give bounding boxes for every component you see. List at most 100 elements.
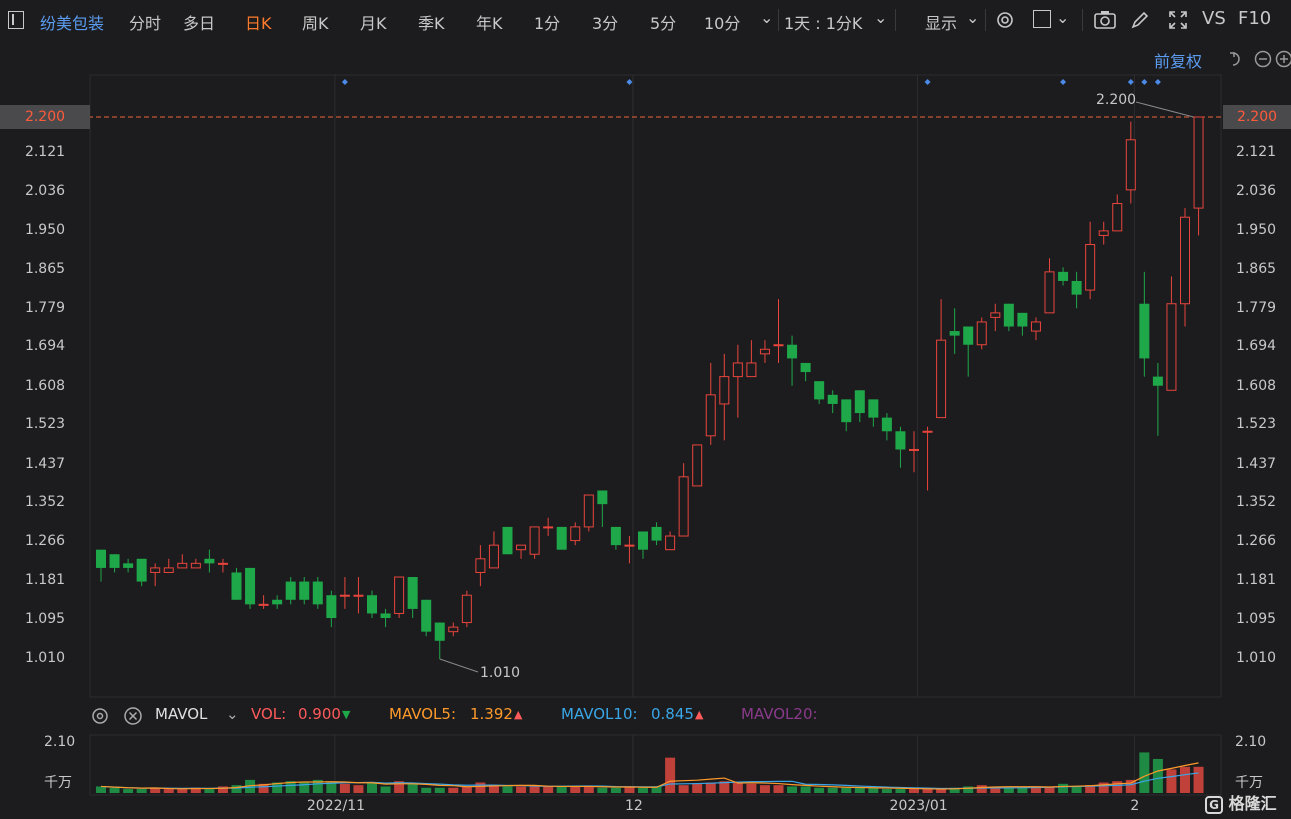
volume-bar [123, 789, 134, 793]
volume-bar [109, 787, 120, 793]
price-tick-label: 1.865 [24, 260, 66, 277]
tab-intraday[interactable]: 分时 [129, 14, 162, 33]
display-menu[interactable]: 显示 [925, 14, 958, 33]
more-periods-chevron-icon[interactable]: ⌄ [760, 8, 774, 27]
volume-bar [787, 786, 798, 793]
vs-compare-button[interactable]: VS [1202, 8, 1226, 29]
candle-body [407, 577, 418, 609]
volume-bar [163, 789, 174, 793]
candle-body [136, 558, 147, 582]
indicator-settings-gear-icon[interactable] [90, 706, 110, 726]
volume-bar [705, 782, 716, 793]
event-marker-icon [1127, 79, 1134, 85]
tab-daily-k[interactable]: 日K [245, 14, 272, 33]
price-tick-label: 1.523 [24, 416, 66, 433]
interval-chevron-icon[interactable]: ⌄ [874, 8, 888, 27]
volume-bar [299, 782, 310, 793]
volume-bar [217, 786, 228, 793]
volume-bar [556, 786, 567, 793]
tab-quarterly-k[interactable]: 季K [418, 14, 445, 33]
toolbar-divider [985, 9, 986, 31]
volume-bar [380, 786, 391, 793]
tab-1min[interactable]: 1分 [534, 14, 561, 33]
candle-body [990, 312, 1001, 318]
tab-yearly-k[interactable]: 年K [476, 14, 503, 33]
mavol5-label: MAVOL5: [389, 705, 457, 723]
volume-bar [922, 789, 933, 793]
price-tick-label: 1.266 [1235, 533, 1277, 550]
volume-bar [678, 785, 689, 793]
price-tick-label: 1.608 [24, 377, 66, 394]
candle-body [1193, 116, 1204, 209]
pencil-draw-icon[interactable] [1129, 9, 1151, 31]
mavol10-up-arrow-icon: ▲ [695, 708, 704, 721]
price-tick-label: 1.181 [1235, 572, 1277, 589]
volume-bar [638, 787, 648, 793]
candle-body [692, 444, 703, 487]
f10-button[interactable]: F10 [1238, 8, 1272, 29]
tab-monthly-k[interactable]: 月K [360, 14, 387, 33]
settings-gear-icon[interactable] [994, 9, 1016, 31]
mavol5-value: 1.392 [470, 705, 513, 723]
vol-label: VOL: [251, 705, 287, 723]
volume-bar [150, 787, 161, 793]
candle-body [163, 567, 174, 573]
volume-bar [990, 786, 1001, 793]
mavol10-line [100, 772, 1199, 790]
display-chevron-icon[interactable]: ⌄ [966, 8, 980, 27]
sidebar-toggle-icon[interactable] [8, 11, 24, 29]
indicator-name[interactable]: MAVOL [155, 705, 208, 723]
forward-adjust-toggle[interactable]: 前复权 [1154, 52, 1203, 71]
candle-body [1180, 216, 1190, 305]
volume-bar [1166, 769, 1177, 793]
undo-icon[interactable] [1228, 50, 1246, 68]
fullscreen-icon[interactable] [1167, 9, 1189, 31]
tab-multi-day[interactable]: 多日 [183, 14, 216, 33]
candle-body [705, 394, 716, 437]
candle-body [1030, 321, 1041, 332]
volume-bar [719, 781, 730, 793]
volume-bar [312, 779, 323, 793]
volume-bar [96, 786, 106, 793]
price-tick-label: 1.437 [24, 455, 66, 472]
event-marker-icon [1060, 79, 1067, 85]
candle-body [922, 430, 933, 433]
candle-body [597, 490, 608, 505]
candle-body [312, 581, 323, 605]
tab-5min[interactable]: 5分 [650, 14, 677, 33]
volume-bar [1085, 785, 1096, 793]
layout-square-icon[interactable] [1033, 10, 1051, 28]
candle-body [299, 581, 310, 600]
interval-select[interactable]: 1天 : 1分K [784, 14, 863, 33]
layout-chevron-icon[interactable]: ⌄ [1056, 8, 1070, 27]
candle-body [1125, 139, 1136, 191]
date-tick-label: 2023/01 [889, 798, 948, 814]
price-tick-label: 1.010 [24, 650, 66, 666]
tab-weekly-k[interactable]: 周K [302, 14, 329, 33]
volume-bar [1058, 783, 1069, 793]
stock-name[interactable]: 纷美包装 [40, 14, 105, 33]
indicator-chevron-icon[interactable]: ⌄ [226, 705, 239, 723]
volume-bar [963, 786, 974, 793]
price-tick-label: 1.694 [24, 338, 66, 355]
event-marker-icon [1141, 79, 1148, 85]
volume-bar [1193, 766, 1204, 793]
tab-10min[interactable]: 10分 [704, 14, 741, 33]
indicator-close-icon[interactable] [123, 706, 143, 726]
candle-body [150, 567, 161, 573]
zoom-out-icon[interactable] [1254, 50, 1272, 68]
vol-down-arrow-icon: ▼ [342, 708, 351, 721]
zoom-in-icon[interactable] [1275, 50, 1291, 68]
candle-body [353, 594, 364, 597]
volume-bar [448, 787, 459, 793]
volume-bar [1112, 781, 1123, 793]
volume-bar [610, 787, 621, 793]
toolbar-divider [778, 9, 779, 31]
tab-3min[interactable]: 3分 [592, 14, 619, 33]
volume-bar [475, 782, 486, 793]
candle-body [394, 576, 405, 614]
volume-bar [461, 786, 472, 793]
volume-bar [597, 787, 608, 793]
camera-icon[interactable] [1093, 9, 1117, 31]
